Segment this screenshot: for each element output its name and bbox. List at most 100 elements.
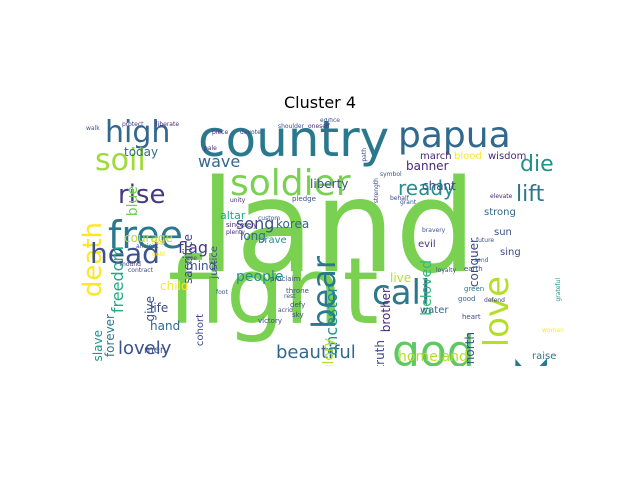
word-sincerely: sincerely	[226, 221, 258, 229]
word-gold: gold	[152, 251, 165, 258]
word-sky: sky	[292, 311, 304, 319]
word-truth: truth	[373, 340, 387, 366]
word-piece: piece	[212, 129, 229, 136]
word-throne: throne	[286, 287, 309, 295]
word-courage: courage	[124, 231, 173, 245]
word-today: today	[124, 145, 159, 159]
figure-title: Cluster 4	[283, 93, 357, 112]
word-elevate: elevate	[490, 193, 513, 200]
word-blood: blood	[454, 151, 482, 162]
word-freedom: freedom	[108, 246, 127, 314]
word-custom: custom	[258, 215, 281, 222]
word-defy: defy	[290, 301, 306, 309]
word-sun: sun	[494, 227, 512, 238]
word-beautiful: beautiful	[276, 342, 356, 363]
word-symbol: symbol	[380, 171, 402, 178]
word-brother: brother	[379, 288, 393, 333]
word-child: child	[160, 279, 189, 293]
word-oneself: oneself	[308, 123, 330, 130]
word-free: free	[108, 213, 183, 257]
word-mind: mind	[186, 259, 217, 273]
word-call: call	[372, 273, 431, 313]
word-forever: forever	[103, 314, 117, 358]
word-brave: brave	[258, 235, 287, 246]
word-liberty: liberty	[310, 177, 349, 191]
word-water: water	[420, 305, 449, 316]
word-korea: korea	[276, 217, 310, 231]
word-flag: flag	[178, 238, 209, 257]
word-ready: ready	[398, 176, 455, 200]
word-rest: rest	[284, 293, 296, 300]
word-land: land	[200, 153, 477, 302]
word-liberate: liberate	[156, 121, 180, 128]
word-proclaim: proclaim	[270, 275, 301, 283]
word-cloud: landfightcountryworkgodpapuasoldierfreec…	[80, 118, 576, 366]
word-strong: strong	[484, 207, 516, 218]
word-head: head	[90, 237, 160, 270]
word-banner: banner	[406, 159, 449, 173]
word-strength: strength	[373, 178, 380, 204]
word-unity: unity	[230, 197, 246, 204]
word-loyalty: loyalty	[436, 267, 457, 274]
word-send: send	[474, 257, 489, 264]
word-acrid: acrid	[278, 307, 293, 314]
word-blue: blue	[125, 186, 141, 217]
word-life: life	[150, 301, 169, 315]
word-chant: chant	[422, 179, 456, 193]
word-pale: pale	[204, 145, 217, 152]
word-cohort: cohort	[195, 314, 206, 347]
word-woman: woman	[542, 327, 564, 334]
word-march: march	[420, 151, 452, 162]
word-live: live	[390, 271, 412, 285]
word-contract: contract	[128, 267, 153, 274]
word-devote: devote	[240, 129, 261, 136]
word-country: country	[198, 118, 390, 168]
word-men: men	[144, 345, 167, 356]
word-edifice: edifice	[320, 118, 340, 124]
word-north: north	[463, 332, 477, 365]
word-glory: glory	[321, 338, 337, 366]
word-soil: soil	[95, 143, 146, 178]
word-song: song	[236, 214, 275, 233]
word-pledge: pledge	[292, 195, 316, 203]
word-evil: evil	[418, 239, 436, 250]
word-heart: heart	[462, 313, 481, 321]
word-shoulder: shoulder	[278, 123, 305, 130]
word-walk: walk	[86, 125, 100, 132]
word-path: path	[361, 148, 368, 162]
word-sing: sing	[500, 247, 521, 258]
word-papua: papua	[398, 118, 511, 156]
word-ancient: ancient	[136, 243, 159, 250]
word-hold: hold	[152, 239, 165, 246]
word-grant: grant	[400, 199, 417, 206]
word-high: high	[105, 118, 171, 150]
word-justice: justice	[209, 246, 220, 279]
word-rise: rise	[118, 180, 166, 210]
word-eye: eye	[186, 255, 197, 262]
word-future: future	[476, 237, 495, 244]
word-hand: hand	[150, 319, 181, 333]
word-give: give	[143, 296, 157, 322]
word-bravery: bravery	[422, 227, 446, 234]
word-victory: victory	[258, 317, 282, 325]
word-wisdom: wisdom	[488, 151, 527, 162]
word-green: green	[464, 285, 485, 293]
word-lovely: lovely	[118, 338, 172, 359]
word-good: good	[458, 295, 476, 303]
word-lift: lift	[516, 182, 545, 207]
word-god: god	[392, 326, 475, 367]
word-behalf: behalf	[390, 195, 409, 202]
word-love: love	[477, 276, 517, 348]
word-fight: fight	[168, 238, 379, 345]
word-defend: defend	[484, 297, 505, 304]
word-homeland: homeland	[398, 349, 468, 365]
word-wave: wave	[198, 152, 241, 171]
word-raise: raise	[532, 351, 557, 362]
word-soldier: soldier	[230, 163, 351, 204]
word-die: die	[520, 152, 554, 177]
word-people: people	[236, 269, 284, 285]
word-grateful: grateful	[555, 278, 562, 302]
word-foot: foot	[216, 289, 228, 296]
word-earth: earth	[464, 265, 483, 273]
word-plenty: plenty	[226, 229, 245, 236]
